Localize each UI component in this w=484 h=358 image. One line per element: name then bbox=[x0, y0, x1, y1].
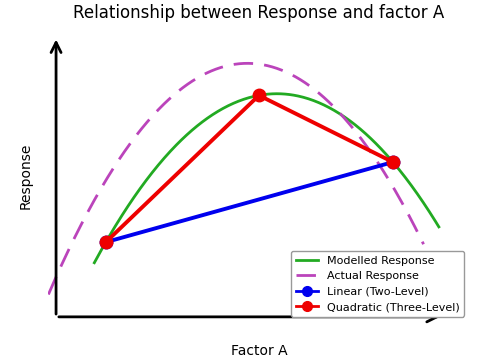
Text: Factor A: Factor A bbox=[231, 344, 287, 358]
Text: Response: Response bbox=[18, 142, 32, 209]
Title: Relationship between Response and factor A: Relationship between Response and factor… bbox=[73, 4, 445, 21]
Legend: Modelled Response, Actual Response, Linear (Two-Level), Quadratic (Three-Level): Modelled Response, Actual Response, Line… bbox=[291, 251, 464, 316]
